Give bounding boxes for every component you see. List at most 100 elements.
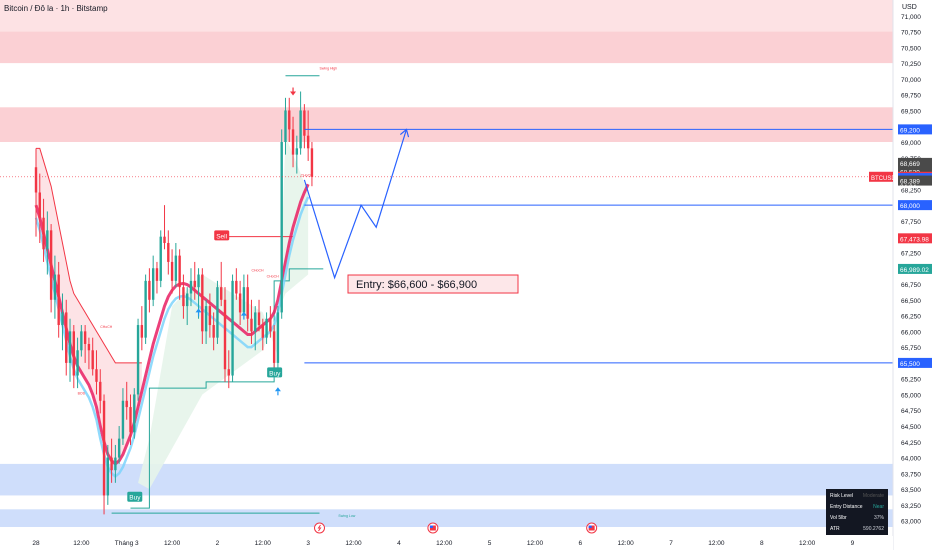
candle-body[interactable] bbox=[46, 230, 49, 250]
candle-body[interactable] bbox=[276, 312, 280, 363]
candle-body[interactable] bbox=[220, 287, 223, 300]
candle-body[interactable] bbox=[91, 350, 94, 370]
price-tick-label: 65,750 bbox=[901, 345, 921, 352]
time-tick-label: 28 bbox=[32, 540, 40, 547]
time-tick-label: 8 bbox=[760, 540, 764, 547]
price-tick-label: 69,750 bbox=[901, 93, 921, 100]
candle-body[interactable] bbox=[291, 129, 295, 155]
candle-body[interactable] bbox=[151, 268, 155, 300]
price-tick-label: 66,750 bbox=[901, 282, 921, 289]
candle-body[interactable] bbox=[140, 325, 144, 338]
time-tick-label: 12:00 bbox=[436, 540, 453, 547]
candle-body[interactable] bbox=[42, 217, 45, 250]
candle-body[interactable] bbox=[193, 280, 196, 288]
candle-body[interactable] bbox=[250, 318, 253, 332]
candle-body[interactable] bbox=[57, 274, 60, 326]
candle-body[interactable] bbox=[72, 331, 75, 376]
candle-body[interactable] bbox=[38, 192, 41, 218]
candle-body[interactable] bbox=[310, 148, 314, 177]
price-tag-label: 65,500 bbox=[900, 361, 920, 368]
candle-body[interactable] bbox=[303, 110, 306, 136]
candle-body[interactable] bbox=[136, 325, 140, 395]
candle-body[interactable] bbox=[178, 255, 181, 288]
candle-body[interactable] bbox=[288, 110, 291, 130]
candle-body[interactable] bbox=[242, 287, 246, 313]
candle-body[interactable] bbox=[167, 242, 170, 262]
candle-body[interactable] bbox=[223, 299, 227, 370]
price-tick-label: 63,000 bbox=[901, 519, 921, 526]
candle-body[interactable] bbox=[95, 369, 98, 382]
price-tag bbox=[898, 200, 932, 211]
annotation-note: CHoCH bbox=[267, 275, 280, 279]
candle-body[interactable] bbox=[110, 457, 113, 471]
candle-body[interactable] bbox=[61, 312, 64, 326]
candle-body[interactable] bbox=[159, 236, 162, 281]
candle-body[interactable] bbox=[212, 325, 215, 338]
candle-body[interactable] bbox=[280, 142, 283, 313]
candle-body[interactable] bbox=[114, 457, 117, 471]
candle-body[interactable] bbox=[129, 407, 132, 433]
candle-body[interactable] bbox=[295, 148, 299, 155]
candle-body[interactable] bbox=[148, 280, 151, 300]
annotation-note: CHoCH bbox=[301, 174, 314, 178]
candle-body[interactable] bbox=[87, 343, 91, 351]
price-tag bbox=[898, 263, 932, 274]
candle-body[interactable] bbox=[246, 287, 249, 319]
candle-body[interactable] bbox=[208, 306, 212, 326]
candle-body[interactable] bbox=[201, 274, 204, 332]
candle-body[interactable] bbox=[272, 331, 276, 363]
candle-body[interactable] bbox=[257, 312, 261, 326]
candle-body[interactable] bbox=[65, 312, 68, 363]
candle-body[interactable] bbox=[216, 287, 219, 338]
candle-body[interactable] bbox=[117, 438, 121, 458]
down-arrow-marker bbox=[290, 91, 297, 96]
candle-body[interactable] bbox=[144, 280, 147, 338]
candle-body[interactable] bbox=[265, 318, 268, 338]
candle-body[interactable] bbox=[269, 318, 272, 332]
bearish-trail-fill bbox=[36, 148, 142, 464]
signal-buy-label: Buy bbox=[269, 370, 281, 377]
signal-buy-label: Buy bbox=[129, 495, 141, 502]
candle-body[interactable] bbox=[227, 369, 230, 376]
candle-body[interactable] bbox=[170, 261, 174, 281]
price-tag bbox=[898, 175, 932, 186]
candle-body[interactable] bbox=[174, 255, 178, 281]
candle-body[interactable] bbox=[80, 331, 83, 351]
candle-body[interactable] bbox=[125, 400, 128, 408]
projection-arrow-head bbox=[399, 128, 410, 138]
zone-1 bbox=[0, 31, 893, 64]
candle-body[interactable] bbox=[155, 268, 159, 281]
candle-body[interactable] bbox=[238, 293, 242, 313]
price-tag-label: 67,473.98 bbox=[900, 236, 929, 243]
candle-body[interactable] bbox=[306, 135, 310, 149]
candle-body[interactable] bbox=[133, 394, 136, 433]
candle-body[interactable] bbox=[261, 325, 264, 338]
candle-body[interactable] bbox=[68, 331, 72, 363]
candle-body[interactable] bbox=[182, 287, 185, 307]
candle-body[interactable] bbox=[49, 230, 53, 300]
candle-body[interactable] bbox=[102, 400, 106, 496]
time-tick-label: 6 bbox=[579, 540, 583, 547]
candle-body[interactable] bbox=[76, 350, 79, 376]
candle-body[interactable] bbox=[235, 280, 238, 294]
candle-body[interactable] bbox=[106, 457, 110, 496]
candle-body[interactable] bbox=[231, 280, 234, 376]
candle-body[interactable] bbox=[53, 274, 57, 300]
candle-body[interactable] bbox=[99, 381, 102, 401]
candle-body[interactable] bbox=[34, 167, 38, 193]
price-tick-label: 70,250 bbox=[901, 61, 921, 68]
time-tick-label: Tháng 3 bbox=[115, 540, 139, 547]
candle-body[interactable] bbox=[163, 236, 166, 243]
candle-body[interactable] bbox=[284, 110, 287, 143]
candle-body[interactable] bbox=[254, 312, 257, 332]
candle-body[interactable] bbox=[83, 331, 87, 344]
candle-body[interactable] bbox=[197, 274, 200, 288]
candle-body[interactable] bbox=[121, 400, 125, 439]
candle-body[interactable] bbox=[186, 293, 189, 307]
time-tick-label: 12:00 bbox=[345, 540, 362, 547]
candle-body[interactable] bbox=[204, 306, 208, 332]
candle-body[interactable] bbox=[299, 110, 302, 149]
candle-body[interactable] bbox=[189, 280, 193, 294]
